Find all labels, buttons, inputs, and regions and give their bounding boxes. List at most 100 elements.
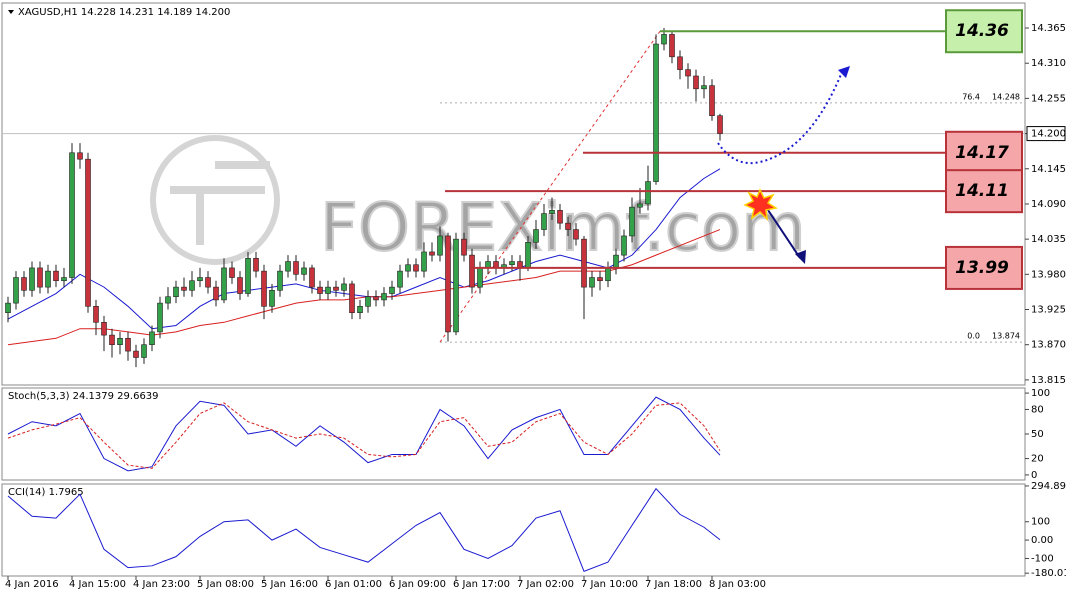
indicator-line [7, 487, 721, 572]
y-tick-label: 100 [1031, 517, 1050, 528]
y-tick-label: 14.090 [1031, 199, 1066, 210]
candle-body [421, 251, 427, 272]
candle-body [357, 306, 363, 314]
candle-body [29, 267, 35, 291]
candle-body [109, 334, 115, 345]
fib-value: 13.874 [992, 332, 1020, 341]
candle-body [181, 286, 187, 291]
candle-body [701, 85, 707, 90]
stoch-title: Stoch(5,3,3) 24.1379 29.6639 [8, 391, 159, 402]
candle-body [133, 350, 139, 358]
candle-body [597, 277, 603, 282]
y-tick-label: 20 [1031, 454, 1044, 465]
candle-body [141, 344, 147, 358]
candle-body [613, 254, 619, 269]
y-tick-label: 13.980 [1031, 269, 1066, 280]
candle-body [429, 251, 435, 256]
cci-frame [1, 483, 1026, 577]
y-tick-label: 80 [1031, 404, 1044, 415]
candle-body [533, 229, 539, 243]
candle-body [301, 267, 307, 275]
candle-body [5, 302, 11, 314]
candle-body [261, 270, 267, 307]
candle-body [165, 296, 171, 304]
x-tick-label: 7 Jan 10:00 [581, 579, 638, 590]
candle-body [173, 286, 179, 298]
candle-body [253, 258, 259, 272]
candle-body [325, 286, 331, 294]
candle-body [653, 43, 659, 182]
watermark-logo [150, 135, 280, 265]
level-label: 14.11 [955, 181, 1009, 201]
candle-body [589, 277, 595, 288]
candle-body [637, 203, 643, 208]
candle-body [397, 270, 403, 288]
candle-body [229, 267, 235, 278]
candle-body [125, 337, 131, 352]
candle-body [277, 270, 283, 291]
header: XAGUSD,H1 14.228 14.231 14.189 14.200 [18, 7, 230, 18]
candle-body [341, 283, 347, 291]
candle-body [101, 322, 107, 336]
candle-body [269, 290, 275, 307]
candle-body [685, 69, 691, 77]
main-frame [1, 2, 1026, 386]
candle-body [573, 229, 579, 240]
candle-body [77, 152, 83, 160]
forecast-up-head [838, 66, 850, 78]
y-tick-label: 100 [1031, 388, 1050, 399]
level-box [945, 245, 1023, 290]
forecast-down [767, 209, 801, 259]
candle-body [13, 277, 19, 304]
fib-label: 0.0 [967, 332, 980, 341]
candle-body [213, 286, 219, 301]
y-tick-label: 14.310 [1031, 58, 1066, 69]
cci-title: CCI(14) 1.7965 [8, 487, 84, 498]
y-tick-label: 13.815 [1031, 375, 1066, 386]
candle-body [469, 254, 475, 288]
candle-body [557, 210, 563, 224]
candle-body [333, 286, 339, 291]
candle-body [381, 293, 387, 301]
candle-body [565, 222, 571, 230]
candle-body [629, 206, 635, 237]
candle-body [205, 277, 211, 288]
candle-body [373, 296, 379, 301]
x-tick-label: 7 Jan 02:00 [517, 579, 574, 590]
x-tick-label: 5 Jan 08:00 [197, 579, 254, 590]
level-box [945, 130, 1023, 175]
candle-body [621, 235, 627, 256]
candle-body [677, 56, 683, 70]
candle-body [365, 296, 371, 307]
candle-body [389, 286, 395, 294]
level-label: 14.17 [955, 143, 1009, 163]
candle-body [437, 235, 443, 256]
candle-body [477, 267, 483, 288]
candle-body [237, 277, 243, 294]
price-box [1026, 126, 1066, 142]
candle-body [413, 264, 419, 272]
watermark: FOREXimf.com [150, 135, 807, 267]
candle-body [525, 242, 531, 269]
candle-body [405, 264, 411, 272]
x-tick-label: 6 Jan 17:00 [453, 579, 510, 590]
candle-body [45, 270, 51, 288]
candle-body [669, 34, 675, 58]
candle-body [581, 238, 587, 288]
candle-body [221, 267, 227, 301]
watermark-text: FOREXimf.com [320, 189, 806, 266]
fib-label: 76.4 [962, 92, 980, 101]
candle-body [549, 210, 555, 214]
x-tick-label: 7 Jan 18:00 [645, 579, 702, 590]
candle-body [461, 238, 467, 256]
y-tick-label: 0 [1031, 470, 1037, 481]
candle-body [245, 258, 251, 294]
forecast-down-head [795, 250, 806, 264]
y-tick-label: 14.365 [1031, 23, 1066, 34]
level-box [945, 169, 1023, 214]
y-tick-label: -180.010 [1031, 568, 1066, 579]
candle-body [189, 280, 195, 291]
y-tick-label: 14.145 [1031, 164, 1066, 175]
y-tick-label: 0.00 [1031, 535, 1053, 546]
